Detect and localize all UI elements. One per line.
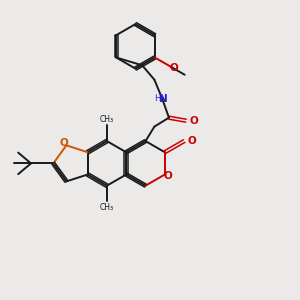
Text: O: O — [188, 136, 197, 146]
Text: H: H — [154, 94, 160, 103]
Text: O: O — [164, 171, 172, 181]
Text: N: N — [159, 94, 168, 104]
Text: O: O — [190, 116, 198, 126]
Text: CH₃: CH₃ — [100, 115, 114, 124]
Text: CH₃: CH₃ — [100, 203, 114, 212]
Text: O: O — [169, 63, 178, 74]
Text: O: O — [59, 138, 68, 148]
